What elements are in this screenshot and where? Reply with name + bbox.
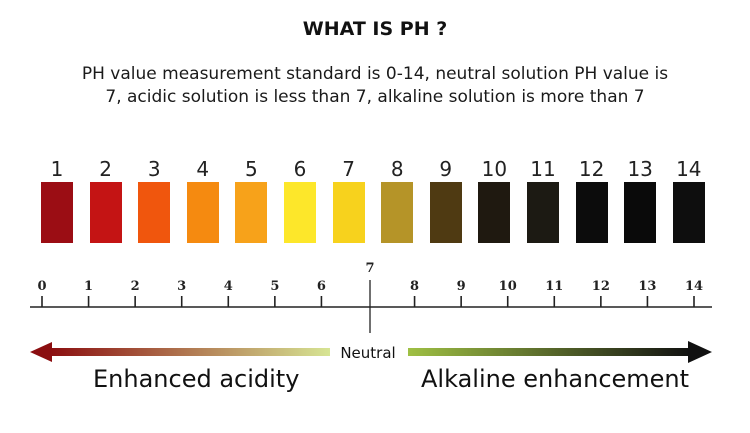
- swatch-ph-5: [235, 182, 268, 243]
- scale-label-0: 0: [37, 279, 47, 294]
- swatch-label-12: 12: [578, 157, 605, 181]
- swatch-ph-1: [41, 182, 73, 243]
- swatch-label-14: 14: [676, 157, 702, 181]
- scale-label-8: 8: [410, 279, 420, 294]
- scale-label-5: 5: [270, 279, 280, 294]
- alkaline-arrow: [408, 341, 712, 363]
- scale-label-12: 12: [591, 279, 610, 294]
- swatch-label-10: 10: [481, 157, 508, 181]
- swatch-label-11: 11: [530, 157, 556, 181]
- neutral-label: Neutral: [340, 344, 396, 362]
- swatch-label-3: 3: [147, 157, 161, 181]
- swatch-label-8: 8: [390, 157, 404, 181]
- swatch-label-4: 4: [196, 157, 210, 181]
- scale-label-1: 1: [84, 279, 94, 294]
- swatch-ph-4: [186, 182, 219, 243]
- swatch-label-1: 1: [50, 157, 64, 181]
- swatch-label-2: 2: [99, 157, 112, 181]
- scale-label-13: 13: [638, 279, 657, 294]
- alkaline-caption: Alkaline enhancement: [421, 365, 690, 393]
- swatch-ph-6: [284, 182, 316, 243]
- scale-label-2: 2: [130, 279, 140, 294]
- scale-label-10: 10: [498, 279, 517, 294]
- swatch-ph-14: [672, 182, 705, 243]
- acidity-arrow-shaft: [50, 348, 330, 356]
- swatch-ph-9: [429, 182, 462, 243]
- acidity-arrow-head: [30, 342, 52, 362]
- alkaline-arrow-head: [688, 341, 712, 363]
- scale-label-3: 3: [177, 279, 187, 294]
- swatch-ph-7: [332, 182, 365, 243]
- swatch-label-5: 5: [245, 157, 258, 181]
- swatch-ph-8: [381, 182, 414, 243]
- swatch-label-9: 9: [439, 157, 453, 181]
- ph-description: PH value measurement standard is 0-14, n…: [81, 64, 669, 107]
- scale-label-14: 14: [684, 279, 704, 294]
- swatch-ph-12: [575, 182, 608, 243]
- swatch-label-6: 6: [293, 157, 307, 181]
- acidity-arrow: [30, 342, 330, 362]
- scale-label-4: 4: [223, 279, 233, 294]
- alkaline-arrow-shaft: [408, 348, 690, 356]
- swatch-ph-13: [624, 182, 657, 243]
- scale-label-9: 9: [456, 279, 466, 294]
- swatch-ph-10: [478, 182, 511, 243]
- swatch-ph-2: [89, 182, 122, 243]
- page-title: WHAT IS PH ?: [302, 18, 448, 40]
- scale-label-6: 6: [316, 279, 326, 294]
- acidity-caption: Enhanced acidity: [93, 365, 300, 393]
- swatch-ph-3: [138, 182, 171, 243]
- swatch-label-7: 7: [342, 157, 355, 181]
- scale-label-7: 7: [365, 261, 375, 276]
- scale-label-11: 11: [545, 279, 564, 294]
- swatch-ph-11: [527, 182, 559, 243]
- swatch-label-13: 13: [627, 157, 653, 181]
